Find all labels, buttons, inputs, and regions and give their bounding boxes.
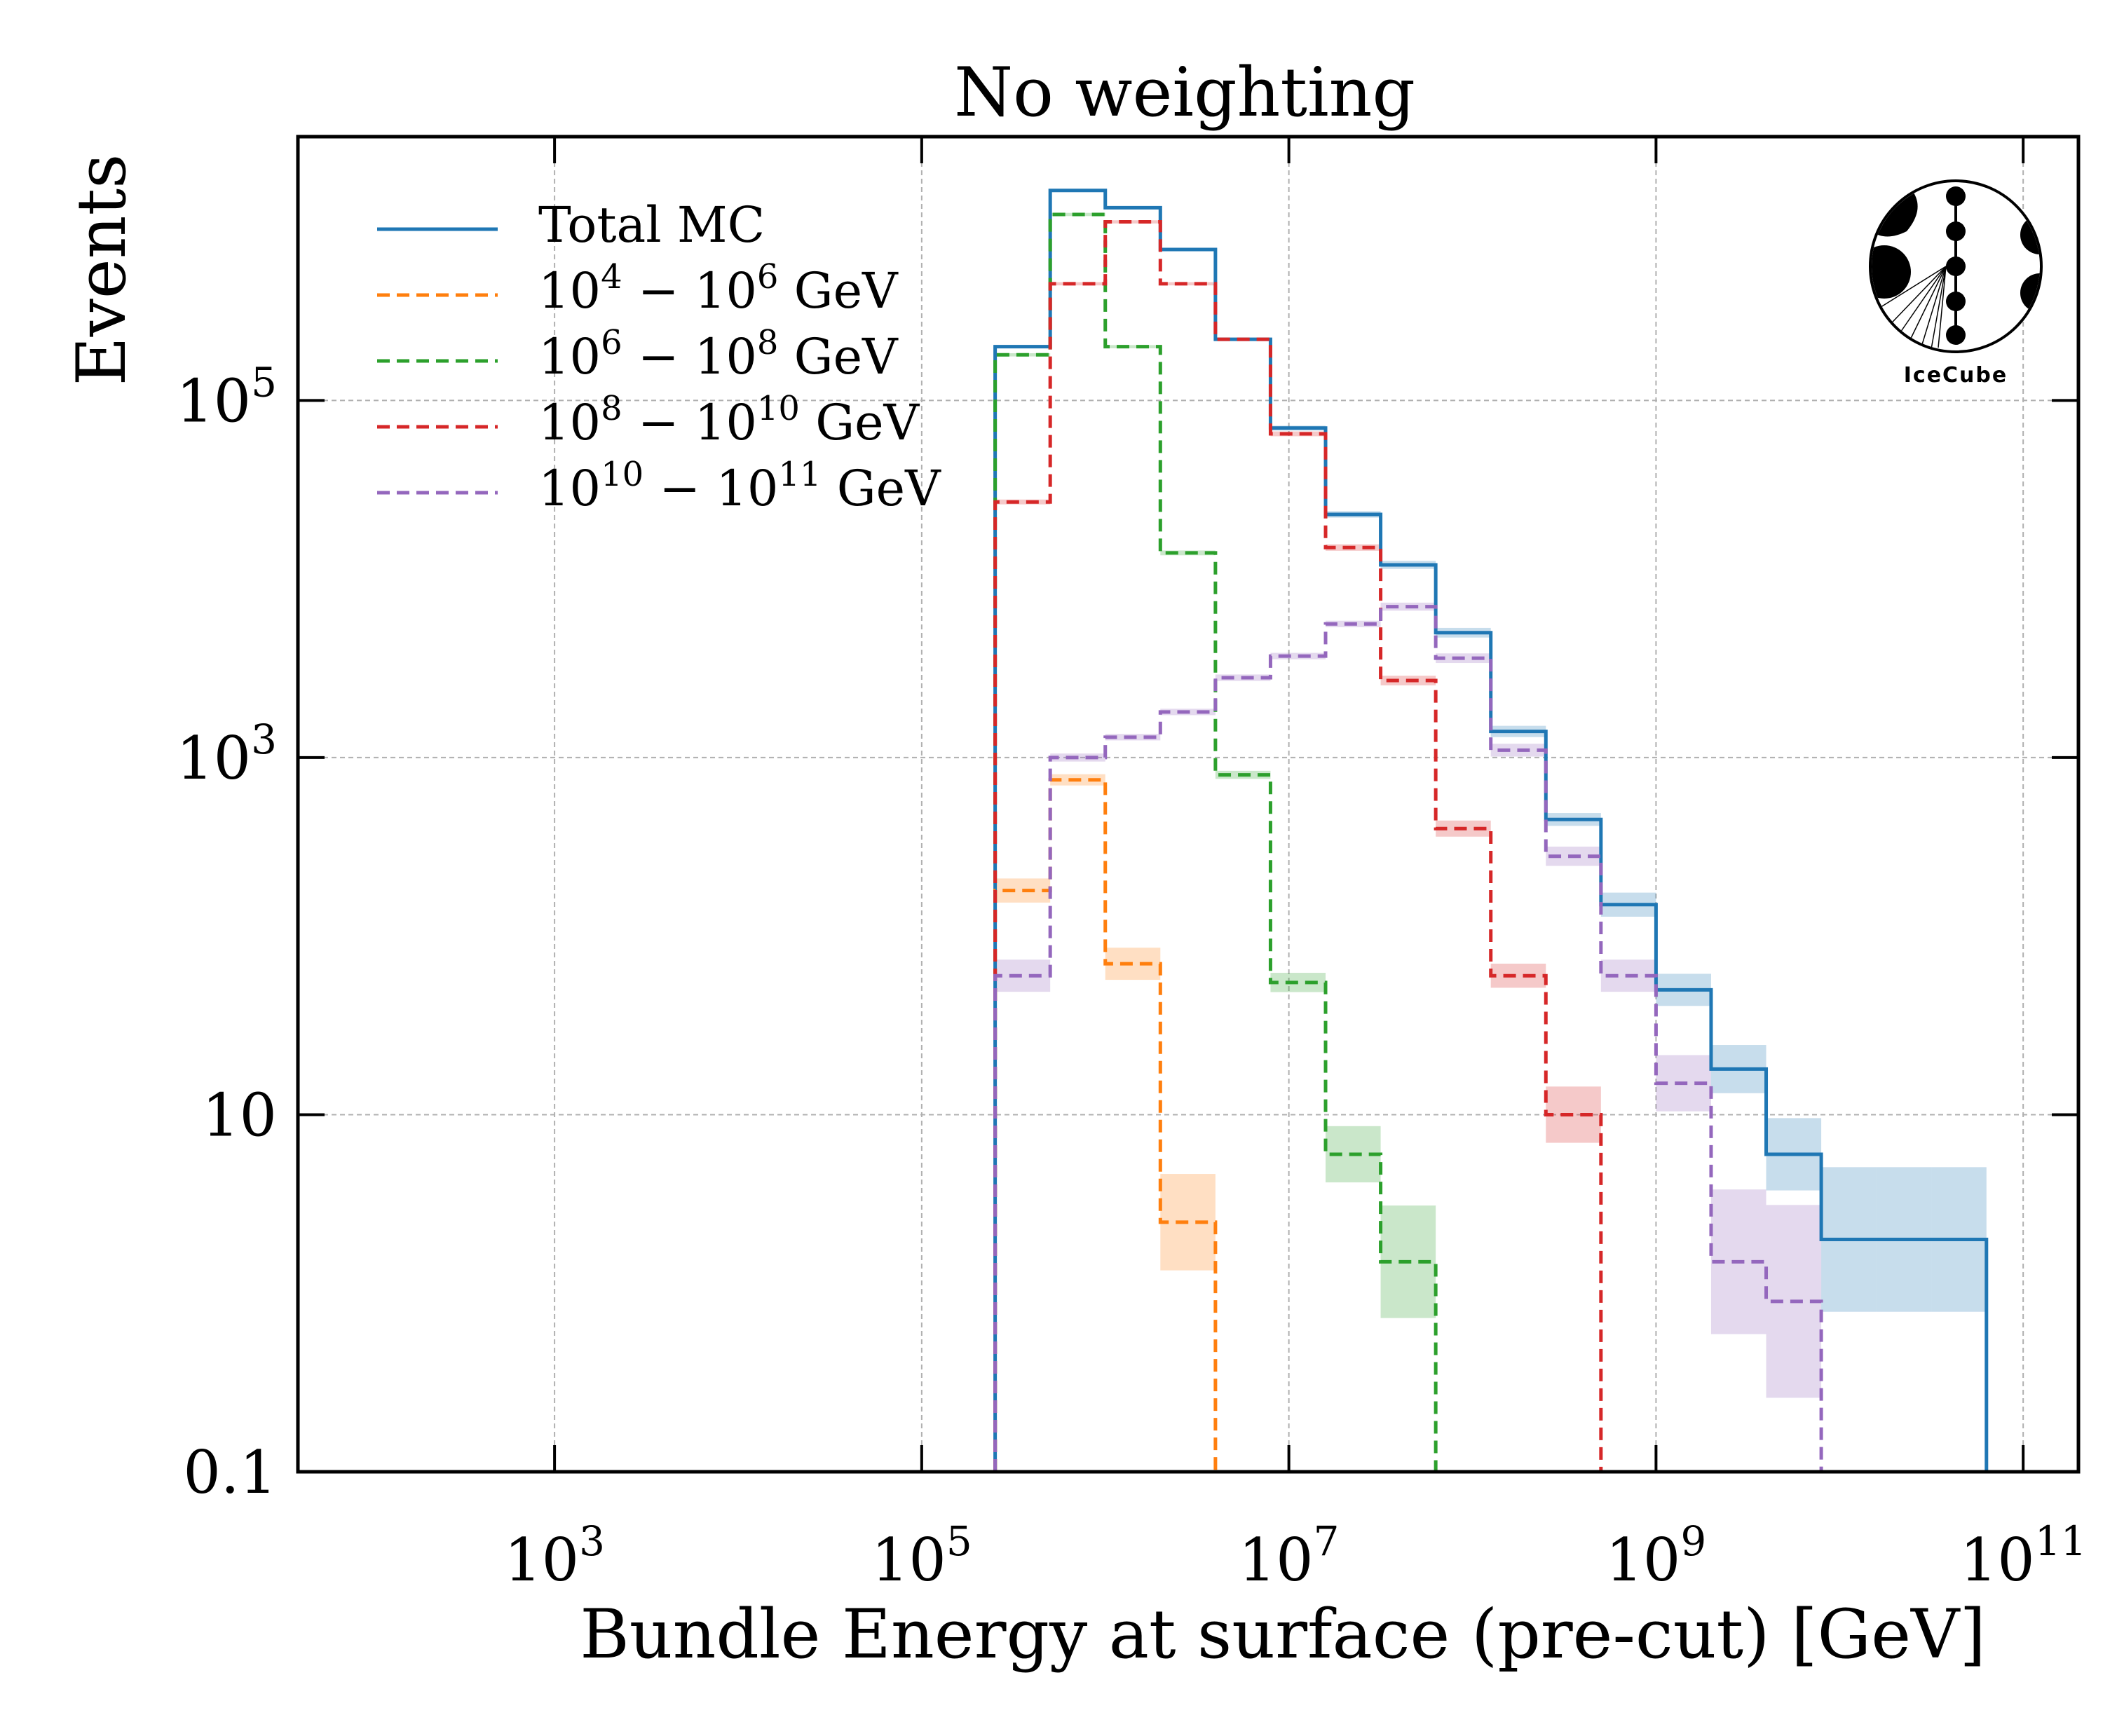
x-tick-label: 105	[871, 1517, 972, 1594]
error-band	[995, 499, 1051, 505]
error-band	[1050, 282, 1105, 286]
x-tick-label: 107	[1239, 1517, 1340, 1594]
y-axis-title: Events	[62, 154, 141, 386]
y-tick-label: 0.1	[183, 1438, 277, 1507]
error-band	[995, 959, 1051, 992]
x-tick-label: 109	[1605, 1517, 1706, 1594]
x-tick-label: 103	[504, 1517, 605, 1594]
series-line-0	[993, 189, 1989, 1472]
error-band	[1160, 282, 1216, 286]
error-band	[1270, 652, 1326, 659]
error-band	[1270, 431, 1326, 437]
error-band	[1105, 220, 1161, 224]
y-tick-label: 103	[176, 716, 277, 793]
y-tick-label: 10	[202, 1081, 277, 1149]
x-tick-label: 1011	[1960, 1517, 2087, 1594]
logo-text: IceCube	[1904, 363, 2008, 388]
legend-label: 108 − 1010 GeV	[538, 389, 920, 451]
plot-frame	[296, 135, 2081, 1474]
legend-label: 1010 − 1011 GeV	[538, 455, 941, 517]
chart-title: No weighting	[954, 53, 1415, 132]
error-band	[1105, 345, 1161, 348]
x-axis-title: Bundle Energy at surface (pre-cut) [GeV]	[580, 1595, 1986, 1674]
y-tick-label: 105	[176, 358, 277, 435]
grid-lines	[298, 137, 2078, 1472]
error-band	[1490, 963, 1546, 988]
legend-label: Total MC	[538, 196, 765, 254]
series-line-4	[993, 605, 1823, 1472]
series-line-1	[993, 778, 1218, 1472]
series-lines	[993, 189, 1989, 1472]
legend-label: 106 − 108 GeV	[538, 323, 899, 385]
legend-label: 104 − 106 GeV	[538, 257, 899, 320]
series-line-2	[993, 212, 1438, 1472]
